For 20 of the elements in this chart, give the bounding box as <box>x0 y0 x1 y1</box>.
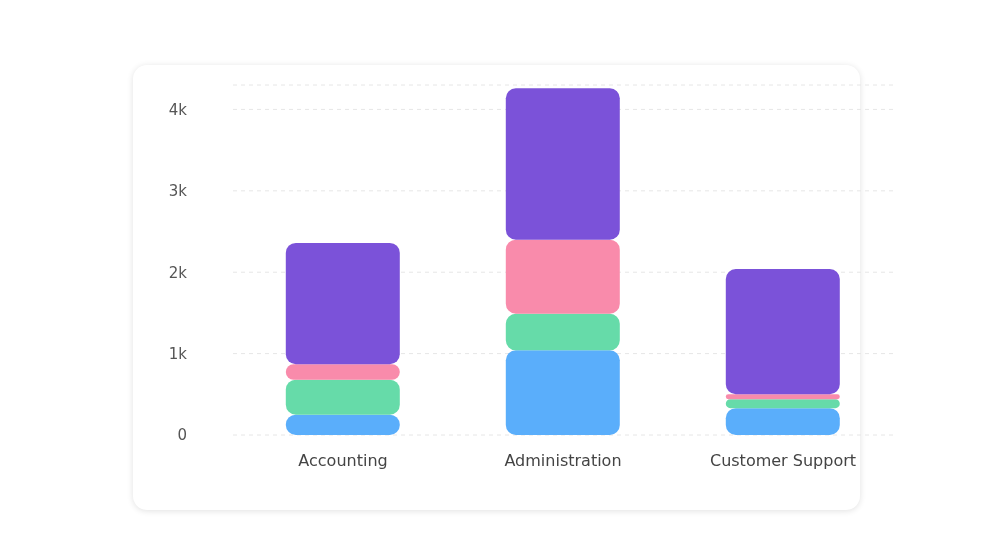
y-tick-label: 2k <box>168 263 188 282</box>
bar <box>505 350 620 435</box>
bar <box>505 88 620 240</box>
bar <box>725 408 840 435</box>
bar <box>285 364 400 380</box>
y-tick-label: 0 <box>177 426 187 445</box>
bar <box>285 414 400 435</box>
bar <box>505 313 620 351</box>
y-tick-label: 4k <box>168 100 188 119</box>
x-tick-label: Customer Support <box>709 451 857 471</box>
x-tick-label: Accounting <box>298 451 388 471</box>
x-tick-label: Administration <box>504 451 622 471</box>
bar <box>725 394 840 400</box>
bar <box>285 242 400 365</box>
bar <box>505 239 620 314</box>
y-tick-label: 3k <box>168 182 188 201</box>
y-tick-label: 1k <box>168 344 188 363</box>
bar <box>725 268 840 395</box>
bar <box>725 399 840 409</box>
bar <box>285 379 400 415</box>
